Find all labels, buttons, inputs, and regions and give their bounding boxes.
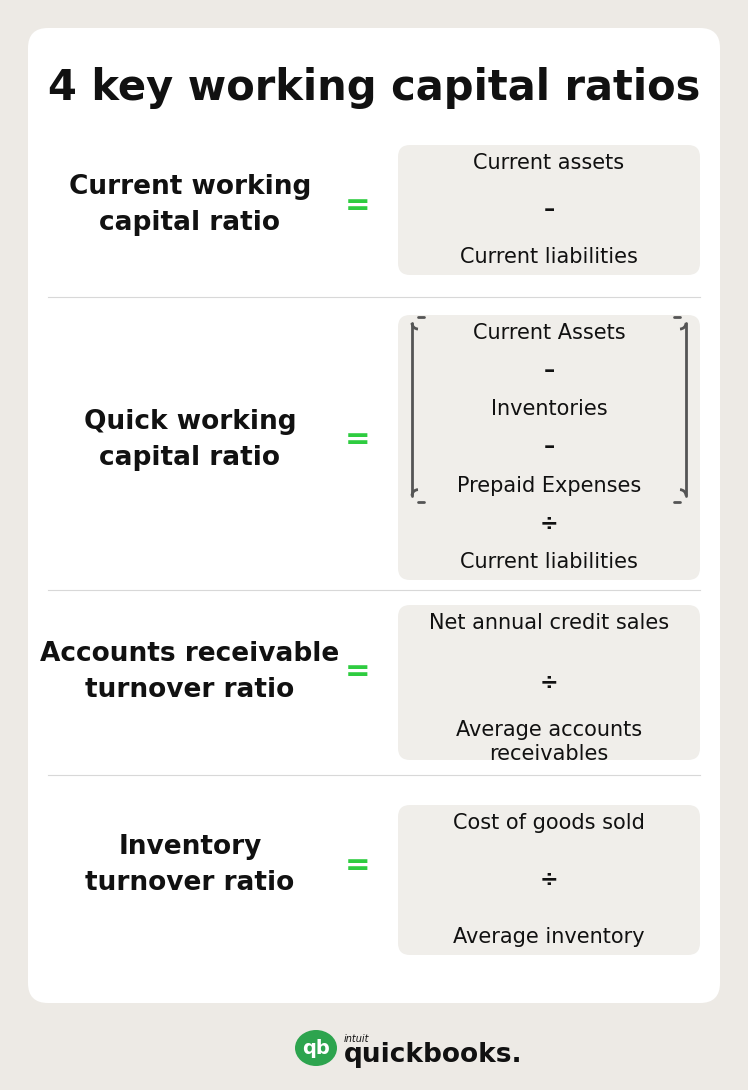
Text: Cost of goods sold: Cost of goods sold <box>453 813 645 833</box>
Text: Average inventory: Average inventory <box>453 926 645 947</box>
Text: Current assets: Current assets <box>473 153 625 173</box>
Text: =: = <box>345 657 371 687</box>
FancyBboxPatch shape <box>398 315 700 580</box>
Text: –: – <box>543 437 554 458</box>
Text: qb: qb <box>302 1039 330 1057</box>
Text: ÷: ÷ <box>540 513 558 534</box>
Text: –: – <box>543 199 554 220</box>
Text: =: = <box>345 850 371 880</box>
Ellipse shape <box>295 1030 337 1066</box>
Text: Quick working
capital ratio: Quick working capital ratio <box>84 409 296 471</box>
Text: 4 key working capital ratios: 4 key working capital ratios <box>48 66 700 109</box>
Text: Accounts receivable
turnover ratio: Accounts receivable turnover ratio <box>40 641 340 703</box>
FancyBboxPatch shape <box>398 605 700 760</box>
Text: Inventories: Inventories <box>491 399 607 420</box>
Text: Prepaid Expenses: Prepaid Expenses <box>457 475 641 496</box>
Text: =: = <box>345 425 371 455</box>
Text: –: – <box>543 361 554 382</box>
Text: Current Assets: Current Assets <box>473 323 625 343</box>
Text: Current working
capital ratio: Current working capital ratio <box>69 174 311 237</box>
Text: ÷: ÷ <box>540 870 558 891</box>
Text: =: = <box>345 191 371 219</box>
Text: Net annual credit sales: Net annual credit sales <box>429 613 669 633</box>
Text: quickbooks.: quickbooks. <box>344 1042 523 1068</box>
Text: ÷: ÷ <box>540 673 558 692</box>
Text: Average accounts
receivables: Average accounts receivables <box>456 719 642 764</box>
FancyBboxPatch shape <box>28 28 720 1003</box>
Text: intuit: intuit <box>344 1034 370 1044</box>
FancyBboxPatch shape <box>398 145 700 275</box>
Text: Current liabilities: Current liabilities <box>460 552 638 572</box>
Text: Inventory
turnover ratio: Inventory turnover ratio <box>85 834 295 896</box>
FancyBboxPatch shape <box>398 806 700 955</box>
Text: Current liabilities: Current liabilities <box>460 247 638 267</box>
